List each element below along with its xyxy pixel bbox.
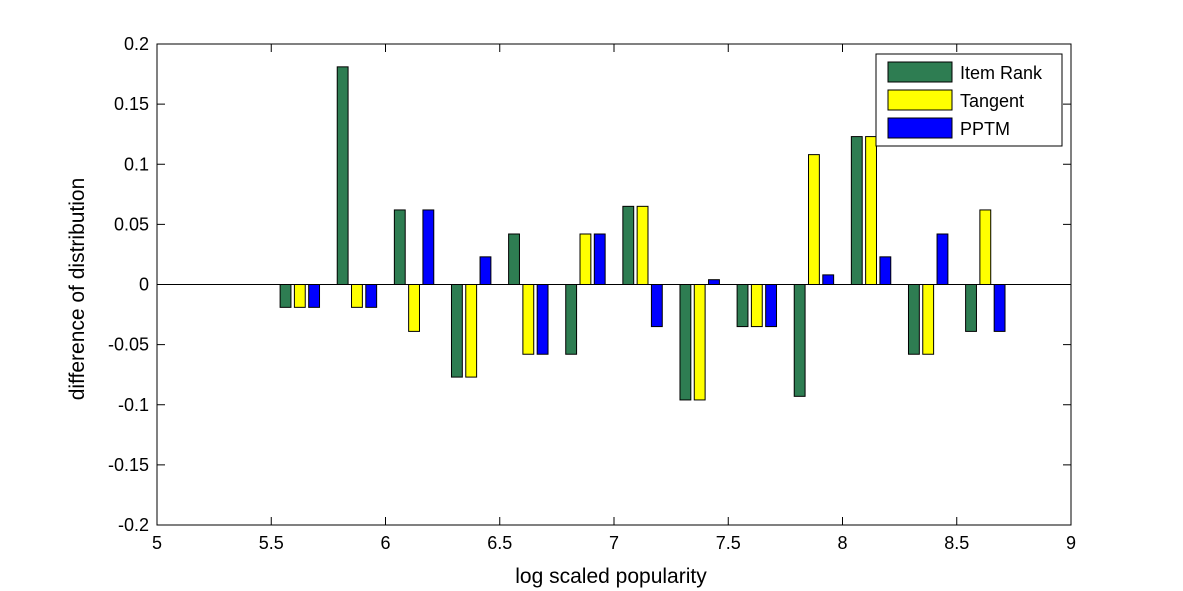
- y-tick-label: -0.1: [118, 395, 149, 415]
- y-tick-label: -0.05: [108, 335, 149, 355]
- bar-tangent: [979, 209, 992, 286]
- x-tick-label: 6.5: [487, 533, 512, 553]
- bar-item-rank: [736, 284, 749, 328]
- bar-item-rank: [565, 284, 578, 355]
- bar-pptm: [593, 233, 606, 285]
- legend: Item Rank Tangent PPTM: [875, 53, 1063, 147]
- y-tick-label: 0: [139, 275, 149, 295]
- x-tick-label: 9: [1066, 533, 1076, 553]
- x-tick-label: 6: [380, 533, 390, 553]
- bar-item-rank: [393, 209, 406, 286]
- axes-layer: 5 5.5 6 6.5 7 7.5 8 8.5 9 -0.2 -0.15 -0.1 -0.05 0 0.05…: [108, 34, 1076, 553]
- x-tick-label: 7: [609, 533, 619, 553]
- bar-item-rank: [450, 284, 463, 378]
- bar-tangent: [351, 284, 363, 308]
- bar-pptm: [365, 284, 378, 308]
- y-tick-label: 0.1: [124, 154, 149, 174]
- bar-pptm: [822, 274, 835, 286]
- bar-item-rank: [679, 284, 692, 401]
- bar-item-rank: [850, 136, 863, 285]
- y-tick-label: -0.2: [118, 515, 149, 535]
- legend-swatch: [887, 89, 953, 111]
- bar-item-rank: [965, 284, 977, 332]
- bar-pptm: [936, 233, 949, 285]
- bar-pptm: [765, 284, 778, 328]
- x-tick-label: 5: [152, 533, 162, 553]
- x-tick-label: 7.5: [716, 533, 741, 553]
- bar-pptm: [650, 284, 663, 328]
- bar-pptm: [879, 256, 892, 285]
- bar-tangent: [636, 205, 649, 285]
- bar-pptm: [422, 209, 435, 286]
- bar-tangent: [293, 284, 306, 308]
- y-tick-label: -0.15: [108, 455, 149, 475]
- bar-item-rank: [336, 66, 349, 285]
- bar-item-rank: [508, 233, 520, 285]
- legend-swatch: [887, 117, 953, 139]
- legend-label: Item Rank: [960, 63, 1043, 83]
- bar-pptm: [536, 284, 549, 355]
- x-tick-label: 8: [837, 533, 847, 553]
- bar-tangent: [465, 284, 478, 378]
- bar-pptm: [308, 284, 321, 308]
- bar-item-rank: [793, 284, 806, 397]
- bar-tangent: [750, 284, 763, 328]
- bar-tangent: [865, 136, 877, 285]
- bar-tangent: [808, 154, 820, 285]
- legend-label: Tangent: [960, 91, 1024, 111]
- bar-item-rank: [279, 284, 292, 308]
- y-tick-label: 0.15: [114, 94, 149, 114]
- x-axis-label: log scaled popularity: [515, 565, 707, 588]
- bar-pptm: [708, 279, 720, 286]
- y-tick-label: 0.2: [124, 34, 149, 54]
- bar-tangent: [522, 284, 535, 355]
- bar-tangent: [922, 284, 935, 355]
- bar-item-rank: [622, 205, 635, 285]
- legend-swatch: [887, 61, 953, 83]
- y-tick-label: 0.05: [114, 214, 149, 234]
- bar-tangent: [408, 284, 420, 332]
- legend-label: PPTM: [960, 119, 1010, 139]
- bar-tangent: [693, 284, 706, 401]
- x-tick-label: 5.5: [259, 533, 284, 553]
- x-tick-label: 8.5: [944, 533, 969, 553]
- bar-pptm: [479, 256, 492, 285]
- y-axis-label: difference of distribution: [66, 178, 89, 401]
- bar-pptm: [993, 284, 1006, 332]
- bar-tangent: [579, 233, 592, 285]
- bar-item-rank: [907, 284, 920, 355]
